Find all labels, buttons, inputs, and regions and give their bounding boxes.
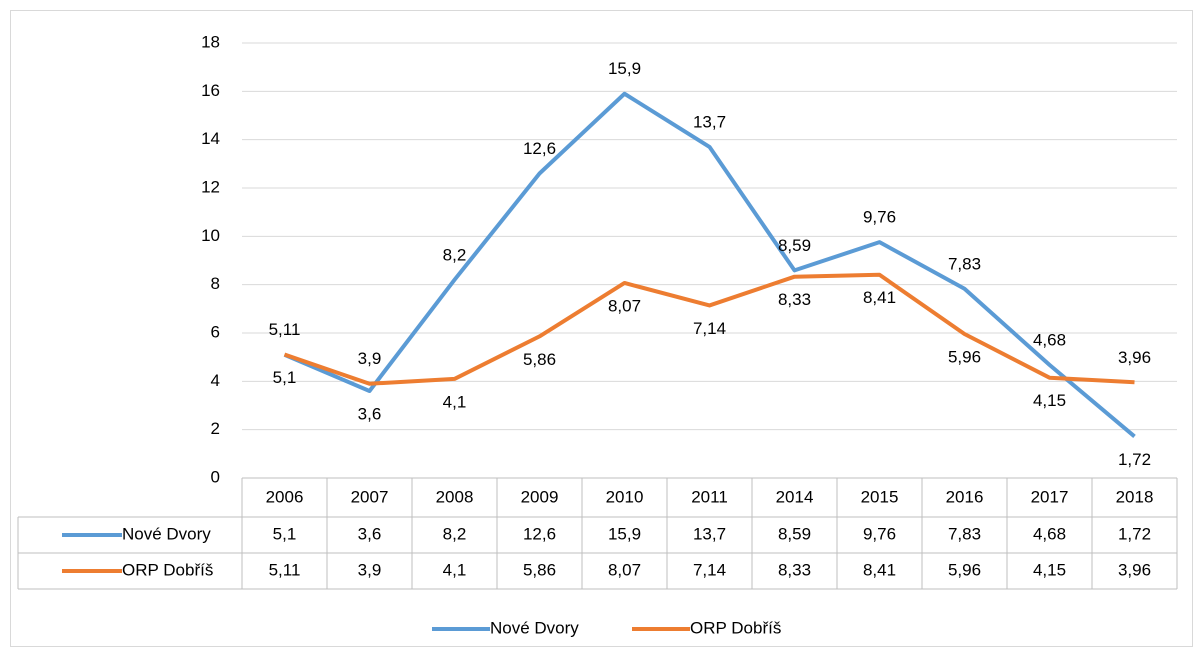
table-cell: 8,41: [863, 560, 896, 579]
data-label: 3,96: [1118, 348, 1151, 367]
table-cell: 4,1: [443, 560, 467, 579]
table-cell: 4,15: [1033, 560, 1066, 579]
x-tick-label: 2007: [351, 487, 389, 506]
x-tick-label: 2009: [521, 487, 559, 506]
table-cell: 9,76: [863, 524, 896, 543]
x-tick-label: 2010: [606, 487, 644, 506]
table-cell: 3,9: [358, 560, 382, 579]
line: [283, 272, 1135, 386]
data-label: 8,2: [443, 245, 467, 264]
table-cell: 8,33: [778, 560, 811, 579]
data-label: 9,76: [863, 208, 896, 227]
data-label: 5,11: [269, 320, 301, 339]
data-label: 1,72: [1118, 450, 1151, 469]
table-cell: 7,83: [948, 524, 981, 543]
x-tick-label: 2015: [861, 487, 899, 506]
data-label: 7,83: [948, 254, 981, 273]
y-tick-label: 14: [201, 129, 220, 148]
x-tick-label: 2006: [266, 487, 304, 506]
legend-label: ORP Dobříš: [690, 618, 781, 637]
table-cell: 15,9: [608, 524, 641, 543]
y-tick-label: 10: [201, 226, 220, 245]
data-label: 8,33: [778, 290, 811, 309]
x-tick-label: 2016: [946, 487, 984, 506]
y-tick-label: 8: [211, 274, 220, 293]
table-cell: 4,68: [1033, 524, 1066, 543]
data-label: 4,15: [1033, 391, 1066, 410]
y-tick-label: 6: [211, 322, 220, 341]
y-tick-label: 12: [201, 177, 220, 196]
data-label: 5,96: [948, 347, 981, 366]
y-tick-label: 18: [201, 32, 220, 51]
table-cell: 3,6: [358, 524, 382, 543]
y-tick-label: 2: [211, 419, 220, 438]
data-label: 4,68: [1033, 330, 1066, 349]
table-row-label: ORP Dobříš: [122, 560, 213, 579]
data-label: 13,7: [693, 112, 726, 131]
table-cell: 5,1: [273, 524, 297, 543]
y-tick-label: 0: [211, 467, 220, 486]
data-label: 5,86: [523, 350, 556, 369]
data-label: 8,07: [608, 296, 641, 315]
data-label: 7,14: [693, 319, 726, 338]
x-tick-label: 2014: [776, 487, 814, 506]
table-cell: 8,2: [443, 524, 467, 543]
table-cell: 1,72: [1118, 524, 1151, 543]
data-label: 12,6: [523, 139, 556, 158]
chart-border: [10, 10, 1193, 647]
data-label: 4,1: [443, 392, 467, 411]
table-cell: 7,14: [693, 560, 726, 579]
line: [283, 91, 1136, 438]
table-cell: 5,86: [523, 560, 556, 579]
data-label: 3,6: [358, 404, 382, 423]
y-tick-label: 4: [211, 371, 220, 390]
data-label: 3,9: [358, 349, 382, 368]
table-cell: 8,07: [608, 560, 641, 579]
data-label: 5,1: [273, 368, 297, 387]
data-label: 8,59: [778, 236, 811, 255]
data-label: 8,41: [863, 288, 896, 307]
table-cell: 3,96: [1118, 560, 1151, 579]
y-tick-label: 16: [201, 81, 220, 100]
table-row-label: Nové Dvory: [122, 524, 211, 543]
legend-label: Nové Dvory: [490, 618, 579, 637]
x-tick-label: 2008: [436, 487, 474, 506]
x-tick-label: 2018: [1116, 487, 1154, 506]
x-tick-label: 2017: [1031, 487, 1069, 506]
x-tick-label: 2011: [691, 487, 728, 506]
table-cell: 8,59: [778, 524, 811, 543]
table-cell: 5,11: [269, 560, 301, 579]
table-cell: 5,96: [948, 560, 981, 579]
table-cell: 12,6: [523, 524, 556, 543]
data-label: 15,9: [608, 59, 641, 78]
table-cell: 13,7: [693, 524, 726, 543]
